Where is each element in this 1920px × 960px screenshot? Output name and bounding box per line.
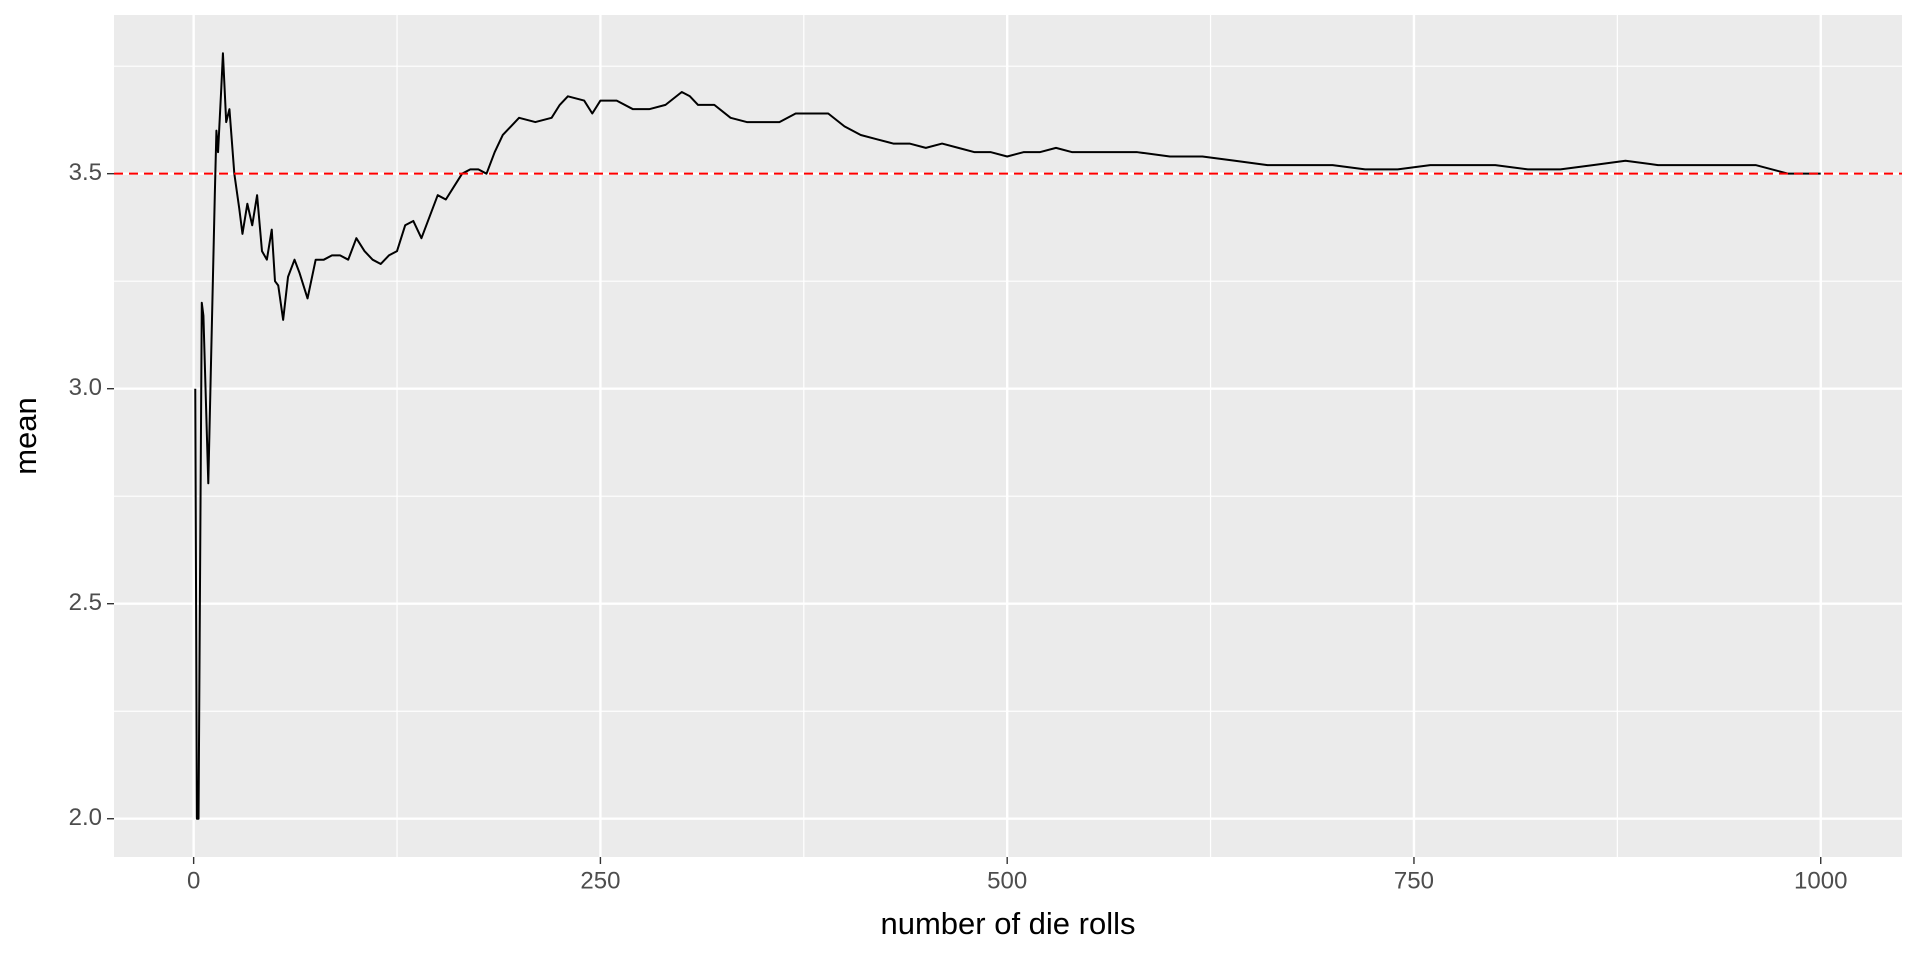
- line: [194, 52, 1821, 820]
- y-tick-label: 2.5: [69, 589, 102, 616]
- x-tick-label: 0: [187, 867, 200, 894]
- y-axis-title: mean: [8, 397, 43, 475]
- x-tick-label: 250: [580, 867, 620, 894]
- x-axis-title: number of die rolls: [880, 906, 1135, 941]
- x-tick-label: 500: [987, 867, 1027, 894]
- y-tick-label: 2.0: [69, 804, 102, 831]
- x-tick-label: 1000: [1794, 867, 1847, 894]
- x-tick-label: 750: [1394, 867, 1434, 894]
- y-tick-label: 3.5: [69, 159, 102, 186]
- y-tick-label: 3.0: [69, 374, 102, 401]
